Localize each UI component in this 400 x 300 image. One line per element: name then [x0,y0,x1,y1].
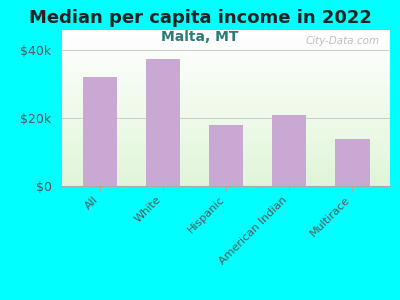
Text: Median per capita income in 2022: Median per capita income in 2022 [28,9,372,27]
Bar [209,125,243,186]
Bar [335,139,370,186]
Bar [62,150,390,152]
Bar [82,77,117,186]
Bar [62,35,390,38]
Bar [62,98,390,100]
Bar [62,100,390,103]
Bar [62,108,390,111]
Bar [62,142,390,144]
Bar [272,115,306,186]
Bar [62,56,390,58]
Bar [146,59,180,186]
Bar [62,53,390,56]
Bar [62,155,390,158]
Bar [62,118,390,121]
Bar [62,121,390,124]
Bar [62,158,390,160]
Bar [62,168,390,170]
Bar [62,80,390,82]
Bar [62,181,390,183]
Bar [62,136,390,139]
Bar [62,74,390,77]
Bar [62,40,390,43]
Bar [62,64,390,66]
Bar [62,87,390,90]
Bar [62,77,390,80]
Bar [62,163,390,165]
Bar [62,51,390,53]
Bar [62,129,390,131]
Bar [62,82,390,85]
Bar [62,178,390,181]
Bar [62,144,390,147]
Bar [62,139,390,142]
Bar [62,183,390,186]
Bar [62,152,390,155]
Bar [62,160,390,163]
Bar [62,38,390,40]
Text: Malta, MT: Malta, MT [161,30,239,44]
Bar [62,72,390,74]
Bar [62,90,390,92]
Bar [62,105,390,108]
Bar [62,126,390,129]
Bar [62,48,390,51]
Bar [62,103,390,105]
Bar [62,46,390,48]
Bar [62,66,390,69]
Bar [62,61,390,64]
Bar [62,173,390,176]
Bar [62,69,390,72]
Bar [62,134,390,136]
Bar [62,176,390,178]
Bar [62,116,390,118]
Bar [62,111,390,113]
Bar [62,58,390,61]
Bar [62,95,390,98]
Text: City-Data.com: City-Data.com [306,36,380,46]
Bar [62,85,390,87]
Bar [62,147,390,150]
Bar [62,30,390,33]
Bar [62,170,390,173]
Bar [62,124,390,126]
Bar [62,131,390,134]
Bar [62,92,390,95]
Bar [62,33,390,35]
Bar [62,165,390,168]
Bar [62,43,390,46]
Bar [62,113,390,116]
